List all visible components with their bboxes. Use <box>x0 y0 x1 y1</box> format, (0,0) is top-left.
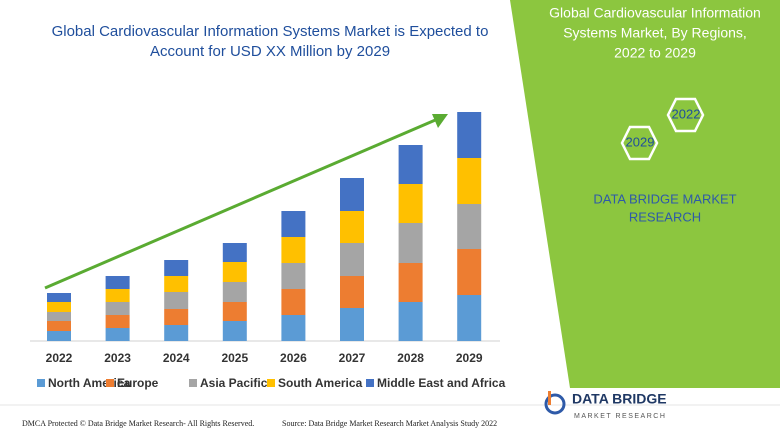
bar-segment <box>47 302 71 312</box>
arrow-head <box>432 114 448 128</box>
legend-swatch <box>37 379 45 387</box>
bar-segment <box>398 302 423 341</box>
bar-segment <box>222 302 247 321</box>
trend-arrow <box>44 116 441 290</box>
legend-label: Europe <box>117 376 159 390</box>
hexagon <box>666 97 705 133</box>
bar-segment <box>164 260 189 276</box>
bar-segment <box>164 309 189 325</box>
brand-text: RESEARCH <box>629 209 701 224</box>
bar-segment <box>398 184 423 223</box>
bar-segment <box>105 289 130 302</box>
bar-segment <box>398 263 423 302</box>
bar-segment <box>164 292 189 309</box>
bar-segment <box>340 211 364 243</box>
x-tick-label: 2026 <box>280 351 307 365</box>
bar-segment <box>47 331 71 341</box>
panel-title: Systems Market, By Regions, <box>563 25 747 41</box>
logo-icon <box>544 393 566 415</box>
logo-text: DATA BRIDGE <box>572 391 667 407</box>
legend-label: Asia Pacific <box>200 376 268 390</box>
bar-segment <box>222 282 247 302</box>
bar-segment <box>105 276 130 289</box>
bar-segment <box>457 112 482 158</box>
panel-title: 2022 to 2029 <box>614 45 696 61</box>
footer-text: Source: Data Bridge Market Research Mark… <box>282 419 497 428</box>
bar-segment <box>105 315 130 328</box>
brand-text: DATA BRIDGE MARKET <box>593 191 736 206</box>
panel-title: Global Cardiovascular Information <box>549 5 761 21</box>
bar-segment <box>457 204 482 249</box>
footer-text: DMCA Protected © Data Bridge Market Rese… <box>22 419 254 428</box>
bar-segment <box>105 328 130 341</box>
logo-icon <box>548 391 551 405</box>
side-panel <box>510 0 780 388</box>
bar-segment <box>164 325 189 341</box>
bar-segment <box>281 211 306 237</box>
bar-segment <box>340 308 364 341</box>
legend-label: South America <box>278 376 363 390</box>
chart-title: Account for USD XX Million by 2029 <box>150 43 390 60</box>
bar-segment <box>281 237 306 263</box>
bar-segment <box>47 312 71 321</box>
legend-swatch <box>106 379 114 387</box>
bar-segment <box>47 321 71 331</box>
x-tick-label: 2022 <box>46 351 73 365</box>
legend-label: Middle East and Africa <box>377 376 506 390</box>
bar-segment <box>222 243 247 262</box>
bar-segment <box>105 302 130 315</box>
legend-swatch <box>366 379 374 387</box>
bar-segment <box>340 243 364 276</box>
hex-year: 2022 <box>672 106 701 121</box>
x-tick-label: 2029 <box>456 351 483 365</box>
bar-segment <box>340 178 364 211</box>
bar-segment <box>398 223 423 263</box>
chart-title: Global Cardiovascular Information System… <box>52 23 489 40</box>
legend-swatch <box>267 379 275 387</box>
bar-segment <box>281 289 306 315</box>
bar-segment <box>457 158 482 204</box>
hexagon <box>620 125 659 161</box>
x-tick-label: 2027 <box>339 351 366 365</box>
logo-sub: MARKET RESEARCH <box>574 413 666 420</box>
bar-segment <box>222 321 247 341</box>
x-tick-label: 2025 <box>221 351 248 365</box>
bar-segment <box>457 249 482 295</box>
x-tick-label: 2028 <box>397 351 424 365</box>
x-tick-label: 2023 <box>104 351 131 365</box>
x-tick-label: 2024 <box>163 351 190 365</box>
legend-swatch <box>189 379 197 387</box>
bar-segment <box>457 295 482 341</box>
bar-segment <box>47 293 71 302</box>
bar-segment <box>222 262 247 282</box>
bar-segment <box>340 276 364 308</box>
bar-segment <box>398 145 423 184</box>
bar-segment <box>164 276 189 292</box>
hex-year: 2029 <box>626 134 655 149</box>
bar-segment <box>281 263 306 289</box>
bar-segment <box>281 315 306 341</box>
